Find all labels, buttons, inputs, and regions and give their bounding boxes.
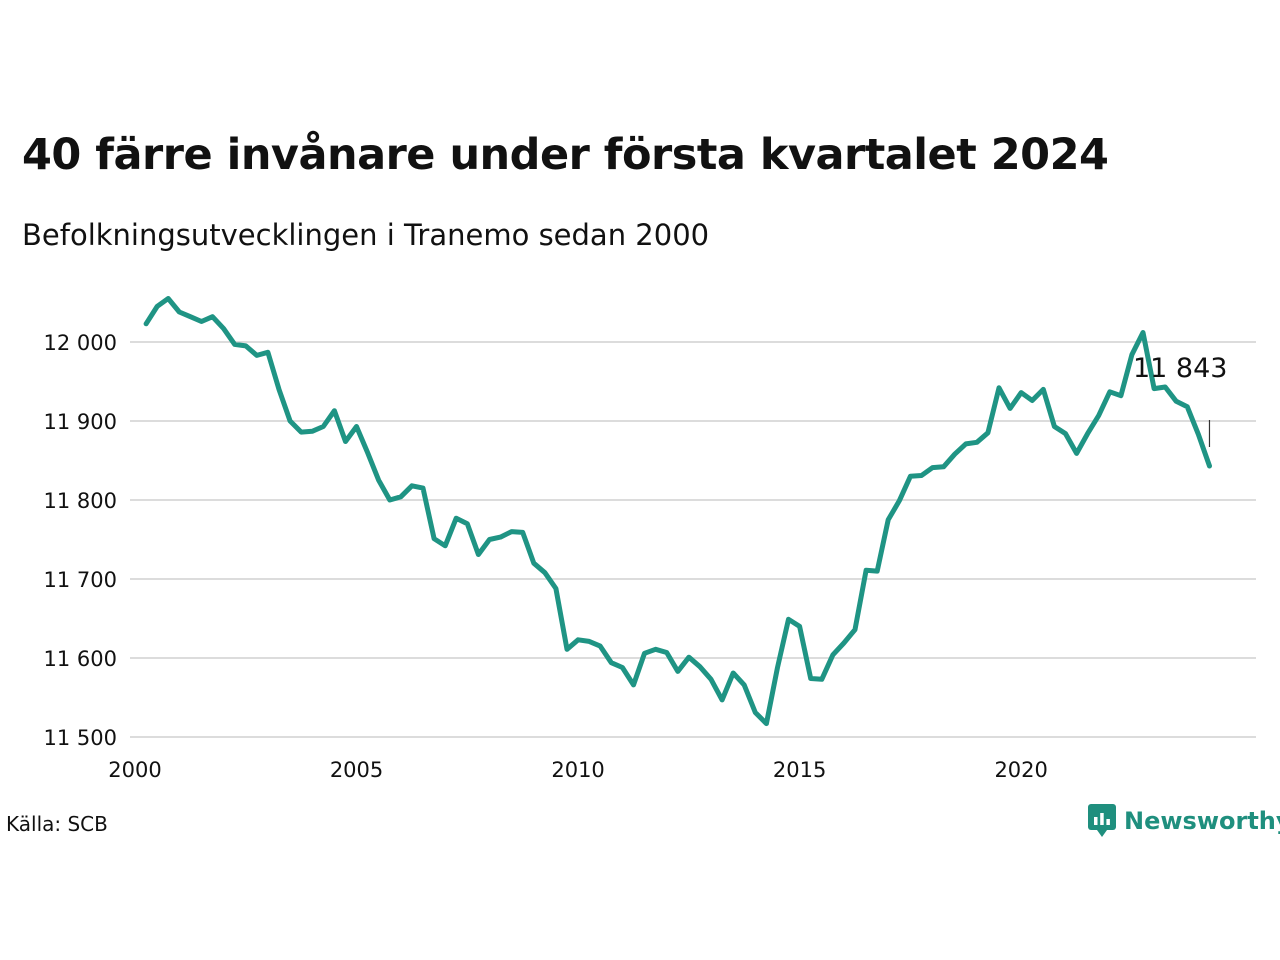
chart-subtitle: Befolkningsutvecklingen i Tranemo sedan …	[22, 218, 710, 252]
brand-name: Newsworthy	[1124, 807, 1280, 835]
newsworthy-logo-icon	[1088, 804, 1116, 837]
y-tick-label: 11 900	[44, 410, 117, 434]
x-axis-ticks: 2000 2005 2010 2015 2020	[108, 758, 1048, 782]
gridlines	[130, 341, 1256, 738]
y-tick-label: 11 800	[44, 489, 117, 513]
x-tick-label: 2005	[330, 758, 383, 782]
source-note: Källa: SCB	[6, 812, 108, 836]
x-tick-label: 2015	[773, 758, 826, 782]
x-tick-label: 2010	[551, 758, 604, 782]
last-value-label: 11 843	[1133, 353, 1227, 384]
y-axis-ticks: 11 500 11 600 11 700 11 800 11 900 12 000	[44, 331, 117, 750]
y-tick-label: 12 000	[44, 331, 117, 355]
brand-logo: Newsworthy	[1088, 804, 1280, 838]
y-tick-label: 11 700	[44, 568, 117, 592]
annotations: 11 843	[1133, 353, 1227, 447]
series-line	[143, 296, 1212, 727]
y-tick-label: 11 500	[44, 726, 117, 750]
x-tick-label: 2020	[994, 758, 1047, 782]
line-chart: 11 500 11 600 11 700 11 800 11 900 12 000 200…	[44, 296, 1256, 782]
chart-title: 40 färre invånare under första kvartalet…	[22, 130, 1109, 180]
x-tick-label: 2000	[108, 758, 161, 782]
series-group	[143, 296, 1212, 727]
y-tick-label: 11 600	[44, 647, 117, 671]
